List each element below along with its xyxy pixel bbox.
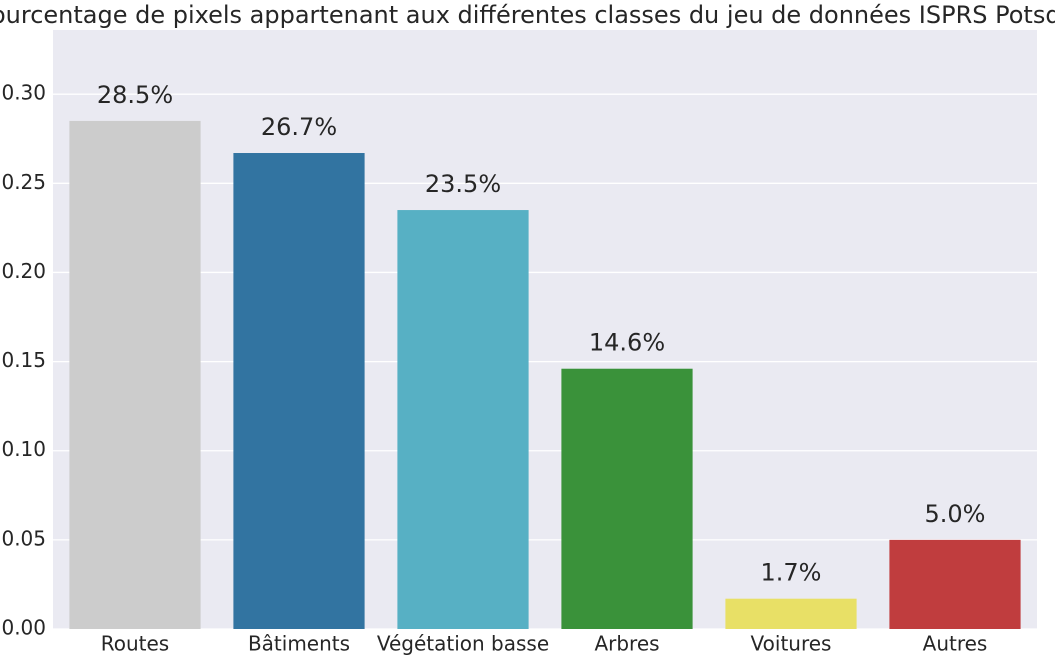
x-tick-label: Arbres (594, 632, 659, 656)
chart-title: Pourcentage de pixels appartenant aux di… (0, 1, 1055, 29)
value-label: 5.0% (925, 500, 986, 528)
y-tick-label: 0.00 (1, 616, 46, 640)
y-tick-label: 0.30 (1, 81, 46, 105)
bar (233, 153, 365, 630)
x-tick-label: Voitures (751, 632, 832, 656)
bar (889, 539, 1021, 629)
x-tick-label: Végétation basse (377, 632, 549, 656)
value-label: 1.7% (761, 559, 822, 587)
value-label: 28.5% (97, 81, 173, 109)
y-tick-label: 0.25 (1, 170, 46, 194)
y-tick-label: 0.05 (1, 526, 46, 550)
y-tick-label: 0.20 (1, 259, 46, 283)
bar (397, 210, 529, 629)
x-tick-label: Routes (101, 632, 169, 656)
value-label: 14.6% (589, 329, 665, 357)
x-tick-label: Bâtiments (248, 632, 350, 656)
bar (561, 368, 693, 629)
value-label: 23.5% (425, 170, 501, 198)
bar (69, 120, 201, 629)
x-tick-label: Autres (923, 632, 988, 656)
y-tick-label: 0.10 (1, 437, 46, 461)
value-label: 26.7% (261, 113, 337, 141)
plot-background (53, 30, 1037, 629)
bar (725, 598, 857, 629)
y-tick-label: 0.15 (1, 348, 46, 372)
